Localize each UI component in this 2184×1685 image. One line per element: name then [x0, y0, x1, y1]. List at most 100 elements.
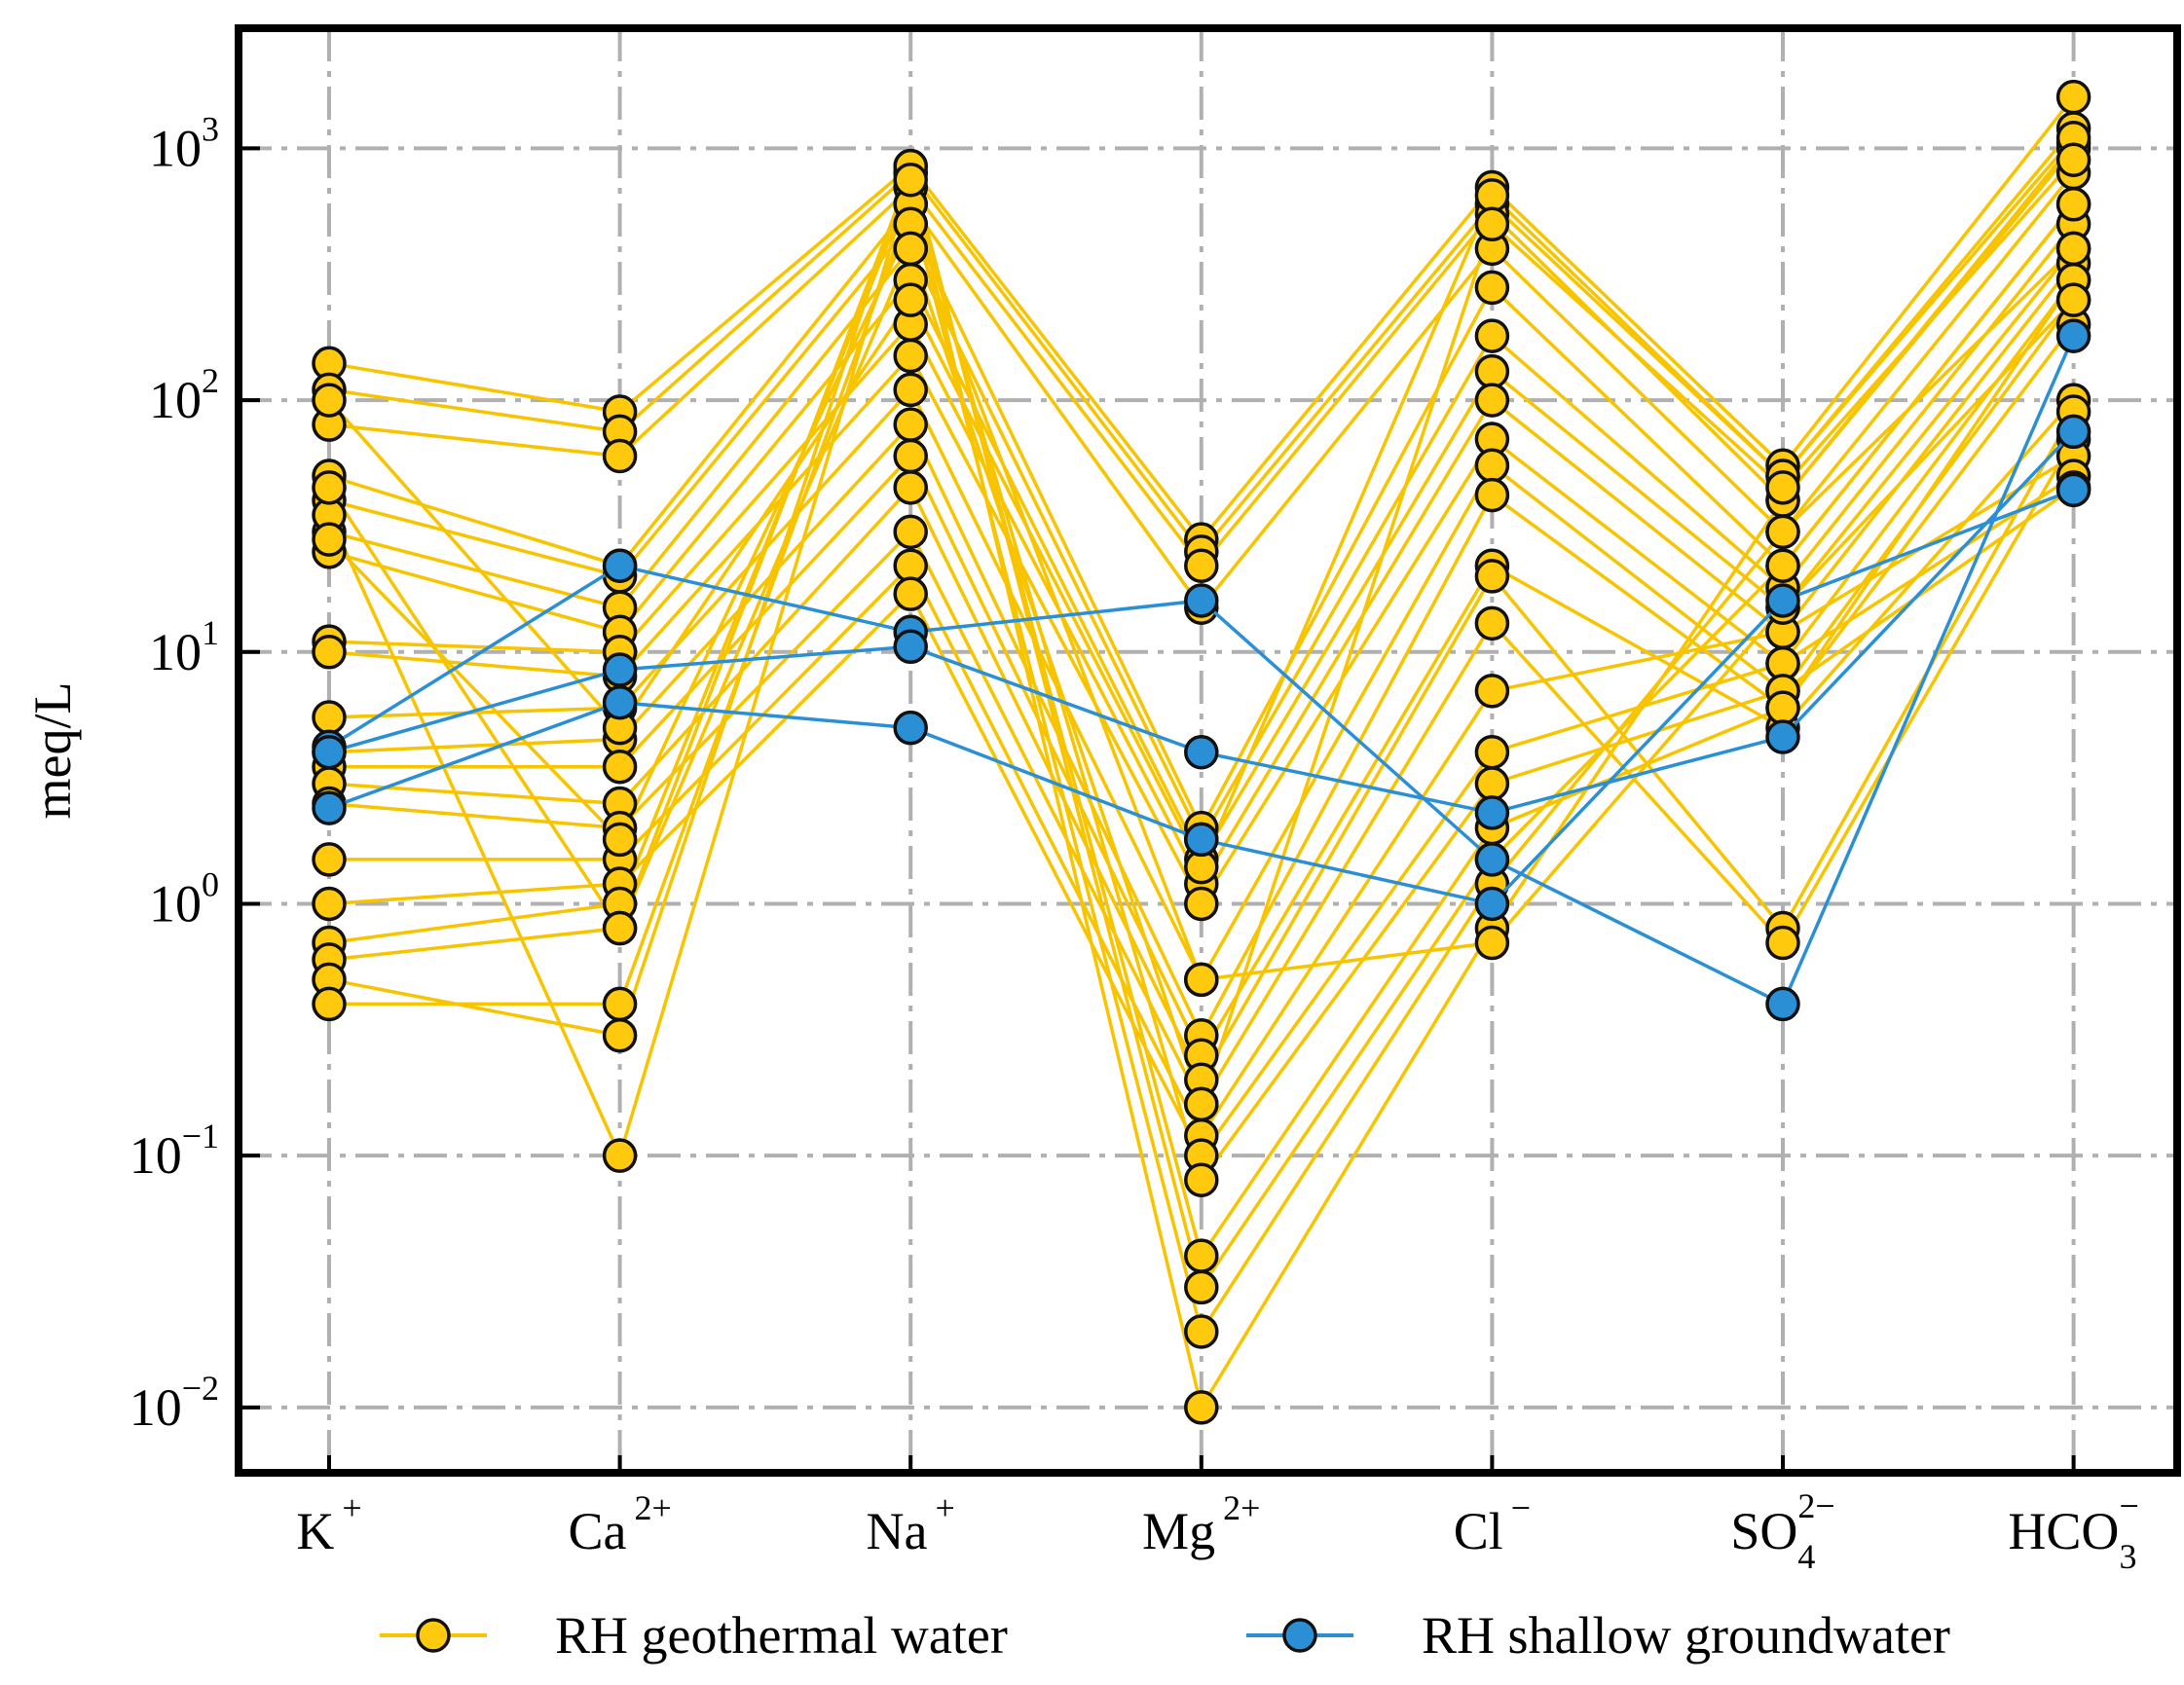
x-tick-base: K	[296, 1502, 334, 1560]
marker	[602, 822, 638, 858]
marker	[893, 231, 928, 267]
marker	[1474, 383, 1510, 418]
marker	[1184, 1269, 1219, 1305]
marker	[312, 522, 347, 557]
marker	[893, 629, 928, 665]
x-tick-sup: +	[936, 1488, 955, 1527]
marker	[2055, 79, 2091, 115]
series-markers	[312, 318, 2091, 1022]
marker	[1765, 986, 1800, 1022]
x-tick-sup: 2+	[634, 1488, 671, 1527]
y-tick-label: 100	[149, 864, 219, 933]
y-tick-exp: 3	[202, 109, 219, 148]
marker	[2055, 414, 2091, 450]
marker	[1184, 734, 1219, 770]
y-tick-exp: −2	[182, 1369, 219, 1408]
x-tick-base: Cl	[1454, 1502, 1503, 1560]
x-tick-label: Cl −	[1454, 1488, 1531, 1560]
marker	[893, 470, 928, 505]
x-tick-sub: 4	[1797, 1537, 1815, 1576]
y-tick-exp: 1	[202, 613, 219, 652]
x-tick-sub: 3	[2119, 1537, 2136, 1576]
marker	[2055, 187, 2091, 222]
marker	[1474, 178, 1510, 213]
marker	[893, 338, 928, 374]
marker	[1474, 766, 1510, 801]
x-tick-sup: +	[342, 1488, 361, 1527]
marker	[1184, 886, 1219, 922]
marker	[1184, 1238, 1219, 1273]
x-tick-sup: 2+	[1223, 1488, 1260, 1527]
y-tick-label: 101	[149, 613, 219, 681]
marker	[312, 635, 347, 670]
x-tick-label: Ca 2+	[568, 1488, 671, 1560]
marker	[1184, 1314, 1219, 1349]
marker	[1474, 674, 1510, 709]
x-tick-sup: 2−	[1797, 1486, 1834, 1525]
y-tick-base: 10	[149, 371, 202, 429]
x-tick-sup: −	[1511, 1488, 1531, 1527]
marker	[893, 576, 928, 611]
marker	[602, 986, 638, 1022]
x-tick-label: SO4 2−	[1730, 1486, 1834, 1576]
marker	[1184, 962, 1219, 998]
marker	[2055, 282, 2091, 317]
marker	[312, 700, 347, 735]
marker	[1474, 734, 1510, 770]
x-tick-label: Na +	[867, 1488, 955, 1560]
marker	[893, 407, 928, 442]
y-tick-label: 102	[149, 361, 219, 429]
marker	[602, 438, 638, 474]
y-tick-exp: 0	[202, 864, 219, 903]
marker	[1474, 318, 1510, 353]
marker	[1765, 690, 1800, 725]
marker	[312, 470, 347, 505]
marker	[2055, 318, 2091, 353]
marker	[1474, 842, 1510, 877]
y-tick-base: 10	[130, 1126, 182, 1185]
marker	[312, 734, 347, 770]
marker	[2055, 142, 2091, 178]
marker	[1474, 605, 1510, 641]
y-axis-label: meq/L	[23, 682, 82, 820]
marker	[893, 710, 928, 746]
marker	[1474, 925, 1510, 961]
marker	[893, 514, 928, 550]
x-tick-base: HCO	[2008, 1502, 2119, 1560]
marker	[1765, 514, 1800, 550]
marker	[602, 910, 638, 946]
marker	[893, 548, 928, 583]
legend-marker	[416, 1618, 451, 1653]
marker	[893, 438, 928, 474]
marker	[1474, 886, 1510, 922]
marker	[1184, 1162, 1219, 1197]
marker	[1765, 925, 1800, 961]
x-tick-base: Na	[867, 1502, 928, 1560]
x-tick-label: HCO3 −	[2008, 1486, 2138, 1576]
y-tick-base: 10	[149, 623, 202, 681]
marker	[893, 162, 928, 198]
marker	[1474, 206, 1510, 242]
marker	[2055, 472, 2091, 508]
marker	[893, 372, 928, 408]
marker	[312, 842, 347, 877]
marker	[1765, 548, 1800, 583]
legend-label: RH shallow groundwater	[1422, 1606, 1950, 1665]
marker	[1184, 1086, 1219, 1122]
marker	[602, 749, 638, 785]
marker	[1474, 270, 1510, 306]
x-tick-label: Mg 2+	[1142, 1488, 1260, 1560]
marker	[602, 1017, 638, 1053]
marker	[602, 684, 638, 720]
marker	[1474, 477, 1510, 513]
y-tick-label: 10−2	[130, 1369, 219, 1437]
marker	[1765, 583, 1800, 618]
marker	[1765, 470, 1800, 505]
marker	[602, 1138, 638, 1173]
y-tick-label: 10−1	[130, 1117, 219, 1185]
marker	[1184, 822, 1219, 858]
x-tick-base: Mg	[1142, 1502, 1215, 1560]
legend-label: RH geothermal water	[555, 1606, 1008, 1665]
marker	[1474, 795, 1510, 830]
